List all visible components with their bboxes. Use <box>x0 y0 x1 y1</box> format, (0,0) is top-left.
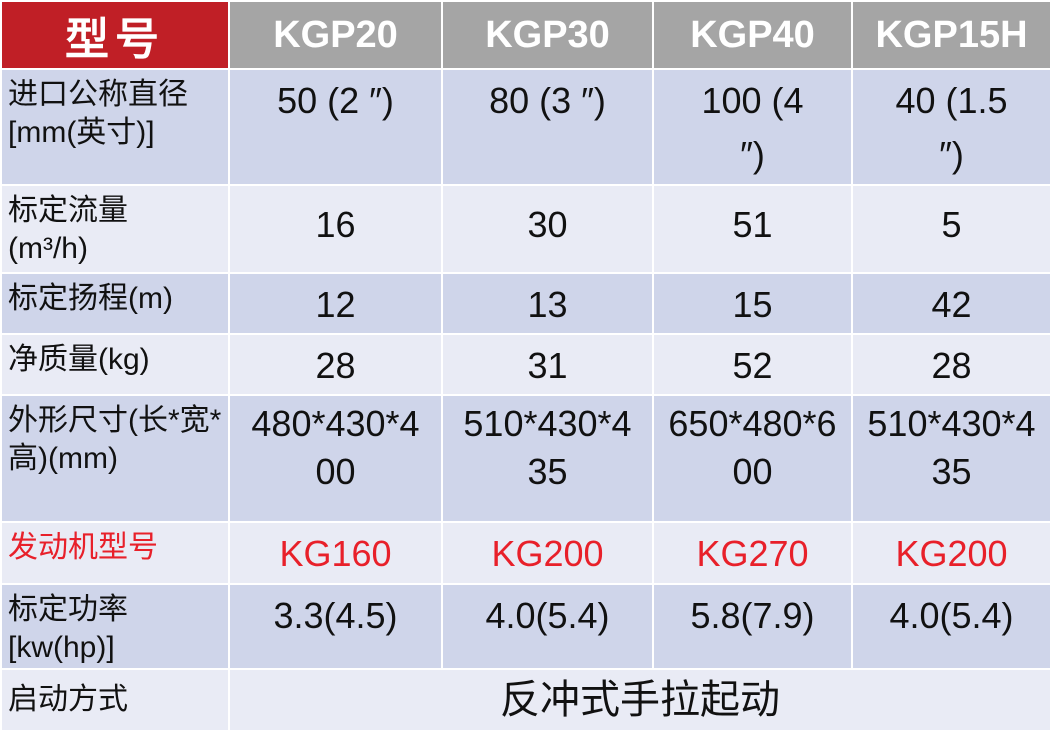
model-kgp20: KGP20 <box>228 0 443 70</box>
cell: 480*430*400 <box>228 394 443 523</box>
cell: 4.0(5.4) <box>441 583 654 670</box>
table-row: 标定功率[kw(hp)] 3.3(4.5) 4.0(5.4) 5.8(7.9) … <box>0 583 1050 670</box>
cell: 15 <box>652 272 853 335</box>
cell: 16 <box>228 184 443 274</box>
cell: 12 <box>228 272 443 335</box>
cell: 42 <box>851 272 1050 335</box>
model-kgp30: KGP30 <box>441 0 654 70</box>
cell: 3.3(4.5) <box>228 583 443 670</box>
row-label: 发动机型号 <box>0 521 230 585</box>
table-row: 发动机型号 KG160 KG200 KG270 KG200 <box>0 521 1050 585</box>
table-row: 进口公称直径[mm(英寸)] 50 (2 ″) 80 (3 ″) 100 (4 … <box>0 68 1050 186</box>
cell: 80 (3 ″) <box>441 68 654 186</box>
cell: 510*430*435 <box>441 394 654 523</box>
row-label: 标定扬程(m) <box>0 272 230 335</box>
table-row: 外形尺寸(长*宽*高)(mm) 480*430*400 510*430*435 … <box>0 394 1050 523</box>
table-row: 标定扬程(m) 12 13 15 42 <box>0 272 1050 335</box>
cell: 30 <box>441 184 654 274</box>
row-label: 启动方式 <box>0 668 230 732</box>
cell: 28 <box>851 333 1050 396</box>
table-row: 标定流量(m³/h) 16 30 51 5 <box>0 184 1050 274</box>
cell: 650*480*600 <box>652 394 853 523</box>
cell: 13 <box>441 272 654 335</box>
row-label: 进口公称直径[mm(英寸)] <box>0 68 230 186</box>
cell: KG200 <box>851 521 1050 585</box>
model-kgp15h: KGP15H <box>851 0 1050 70</box>
cell: 100 (4 ″) <box>652 68 853 186</box>
row-label: 外形尺寸(长*宽*高)(mm) <box>0 394 230 523</box>
row-label: 标定功率[kw(hp)] <box>0 583 230 670</box>
header-row: 型号 KGP20 KGP30 KGP40 KGP15H <box>0 0 1050 70</box>
cell: KG200 <box>441 521 654 585</box>
cell: 50 (2 ″) <box>228 68 443 186</box>
cell: 5.8(7.9) <box>652 583 853 670</box>
cell: 反冲式手拉起动 <box>228 668 1050 732</box>
cell: 510*430*435 <box>851 394 1050 523</box>
cell: KG270 <box>652 521 853 585</box>
cell: 31 <box>441 333 654 396</box>
cell: 52 <box>652 333 853 396</box>
table-row: 净质量(kg) 28 31 52 28 <box>0 333 1050 396</box>
table-row: 启动方式 反冲式手拉起动 <box>0 668 1050 732</box>
cell: KG160 <box>228 521 443 585</box>
cell: 4.0(5.4) <box>851 583 1050 670</box>
row-label: 净质量(kg) <box>0 333 230 396</box>
cell: 5 <box>851 184 1050 274</box>
cell: 28 <box>228 333 443 396</box>
model-kgp40: KGP40 <box>652 0 853 70</box>
row-label: 标定流量(m³/h) <box>0 184 230 274</box>
model-header: 型号 <box>0 0 230 70</box>
cell: 51 <box>652 184 853 274</box>
cell: 40 (1.5 ″) <box>851 68 1050 186</box>
